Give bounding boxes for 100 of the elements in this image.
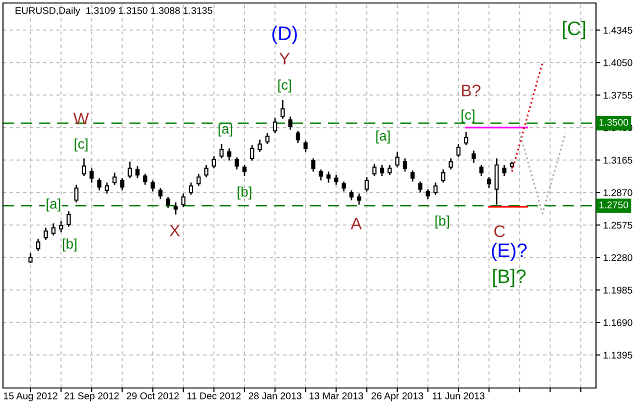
candlestick: [250, 144, 254, 162]
candlestick: [204, 164, 208, 178]
candlestick: [296, 130, 300, 144]
candlestick: [219, 143, 224, 160]
annotation: Y: [279, 52, 290, 64]
candlestick: [44, 227, 48, 241]
candlestick: [242, 164, 247, 177]
candlestick: [318, 168, 323, 182]
candlestick: [258, 138, 262, 152]
candlestick: [486, 176, 492, 189]
candlestick: [74, 184, 78, 204]
annotation: [c]: [74, 138, 88, 152]
chart-title: EURUSD,Daily 1.3109 1.3150 1.3088 1.3135: [16, 6, 212, 16]
candlestick: [36, 238, 40, 252]
candlestick: [66, 210, 71, 228]
annotation: [b]: [238, 186, 252, 200]
candlestick: [456, 143, 461, 158]
candlestick: [288, 116, 292, 130]
ref-line-label: 1.2750: [600, 201, 628, 208]
annotation: (E)?: [492, 242, 527, 262]
candlestick: [234, 156, 239, 170]
y-tick-label: 1.1690: [604, 319, 632, 326]
candlestick: [166, 196, 170, 209]
x-tick-label: 21 Sep 2012: [64, 392, 119, 402]
annotation: (D): [272, 26, 297, 44]
candlestick: [502, 164, 506, 177]
y-tick-label: 1.3755: [604, 92, 632, 99]
y-tick-label: 1.1985: [604, 286, 632, 294]
candlestick: [448, 158, 453, 170]
annotation: C: [494, 225, 505, 238]
candlestick: [410, 170, 415, 182]
candlestick: [426, 188, 430, 200]
candlestick: [120, 178, 124, 192]
y-tick-label: 1.4345: [604, 26, 632, 34]
annotation: [a]: [46, 198, 60, 212]
candlestick: [280, 99, 285, 120]
candlestick: [479, 164, 484, 177]
annotation: [a]: [218, 124, 232, 136]
annotation: A: [350, 218, 362, 230]
candlestick: [402, 158, 408, 172]
ref-line-label: 1.3500: [600, 118, 628, 126]
annotation: [a]: [376, 130, 390, 144]
candlestick: [349, 190, 354, 201]
candlestick: [342, 180, 346, 192]
candlestick: [265, 132, 270, 145]
candlestick: [150, 180, 155, 192]
candlestick: [97, 178, 102, 192]
candlestick: [372, 163, 376, 177]
candlestick: [380, 164, 384, 177]
candlestick: [326, 170, 331, 184]
annotation: X: [170, 224, 180, 236]
candlestick: [174, 202, 178, 216]
x-tick-label: 11 Jun 2013: [432, 392, 484, 400]
x-tick-label: 15 Aug 2012: [4, 392, 58, 402]
annotation: [B]?: [493, 268, 526, 288]
annotation: B?: [462, 84, 480, 96]
annotation: [C]: [562, 20, 586, 40]
candlestick: [135, 165, 140, 179]
candlestick: [158, 187, 163, 200]
annotation: [b]: [435, 216, 449, 228]
x-tick-label: 13 Mar 2013: [310, 392, 364, 400]
x-tick-label: 11 Dec 2012: [187, 392, 241, 400]
candlestick: [272, 116, 278, 134]
candlestick: [311, 158, 316, 172]
candlestick: [364, 176, 369, 192]
y-tick-label: 1.2575: [604, 222, 632, 229]
candlestick: [196, 173, 201, 187]
candlestick: [143, 173, 148, 186]
candlestick: [58, 220, 64, 233]
candlestick: [181, 192, 186, 208]
candlestick: [418, 180, 422, 194]
candlestick: [104, 182, 110, 194]
candlestick: [395, 151, 400, 168]
candlestick: [90, 168, 94, 184]
candlestick: [388, 164, 392, 176]
annotation: [c]: [278, 80, 291, 92]
candlestick: [304, 140, 308, 152]
candlestick: [188, 182, 194, 196]
y-tick-label: 1.4050: [604, 59, 632, 66]
candlestick: [227, 148, 232, 162]
y-tick-label: 1.2280: [604, 254, 632, 262]
candlestick: [112, 172, 117, 186]
x-tick-label: 26 Apr 2013: [372, 392, 424, 402]
candlestick: [433, 182, 438, 196]
candlestick: [357, 192, 362, 206]
y-tick-label: 1.2870: [604, 189, 632, 196]
y-tick-label: 1.3165: [604, 156, 632, 164]
annotation: [c]: [462, 110, 474, 122]
candlestick: [464, 131, 468, 146]
candlestick: [82, 158, 86, 177]
candlestick: [128, 160, 132, 179]
candlestick: [472, 150, 476, 164]
y-tick-label: 1.1395: [604, 352, 632, 359]
candlestick: [441, 168, 446, 184]
annotation: W: [73, 112, 89, 124]
annotation: [b]: [62, 238, 76, 252]
candlestick: [51, 222, 56, 236]
candlestick: [28, 252, 33, 264]
x-tick-label: 28 Jan 2013: [248, 392, 302, 400]
candlestick: [212, 155, 216, 169]
